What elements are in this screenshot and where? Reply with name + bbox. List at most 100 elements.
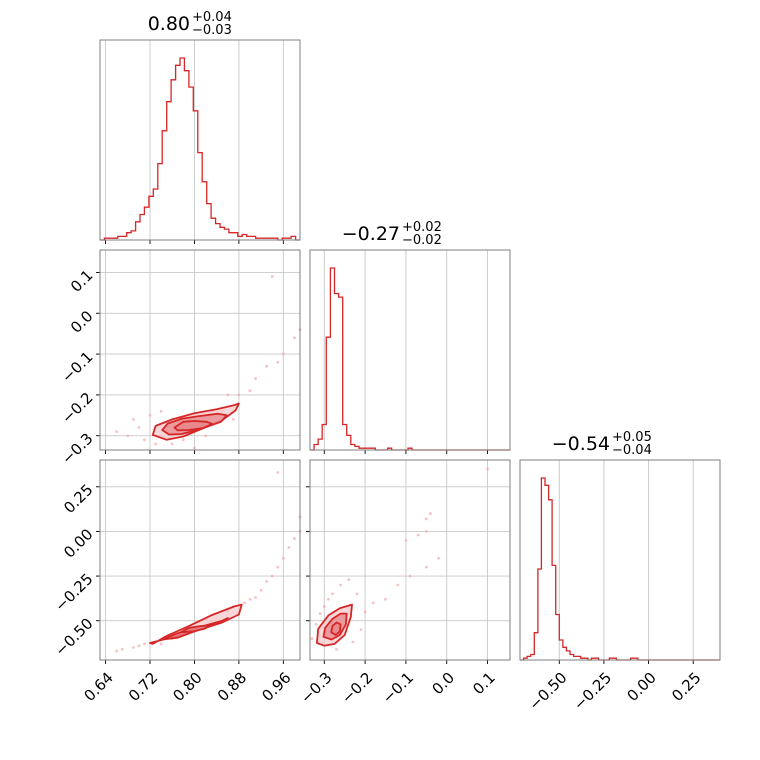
scatter-point [326, 597, 330, 601]
histogram-step [310, 267, 510, 451]
scatter-point [143, 642, 146, 646]
pair-2-1 [310, 467, 489, 651]
scatter-point [204, 434, 207, 438]
x-tick-label: −0.3 [297, 669, 335, 707]
y-tick-label: −0.2 [58, 389, 96, 427]
title-error-minus: −0.02 [402, 233, 442, 248]
x-tick-label: −0.1 [379, 669, 417, 707]
scatter-point [226, 393, 230, 397]
scatter-point [437, 556, 440, 560]
x-tick-label: 0.72 [125, 669, 161, 705]
y-tick-label: 0.0 [67, 307, 97, 337]
y-tick-label: 0.25 [60, 481, 96, 517]
scatter-point [270, 275, 274, 278]
scatter-point [293, 336, 296, 340]
panel-frame [309, 459, 511, 661]
scatter-point [310, 637, 314, 640]
contour-inner [173, 420, 214, 432]
scatter-point [355, 592, 359, 596]
panel-frame [519, 459, 721, 661]
histogram-1 [310, 267, 510, 451]
histogram-title-0: 0.80 +0.04−0.03 [148, 10, 232, 38]
scatter-point [120, 647, 124, 651]
scatter-point [318, 612, 322, 615]
panel-frame [99, 39, 301, 241]
scatter-point [424, 530, 428, 533]
panel-frame [99, 249, 301, 451]
scatter-point [237, 393, 241, 397]
title-value: −0.27 [342, 223, 400, 245]
scatter-point [486, 467, 489, 471]
scatter-point [159, 409, 163, 413]
histogram-0 [100, 57, 300, 241]
panel-2-2: −0.50 −0.25 0.00 0.25 [525, 460, 705, 714]
x-tick-label: 0.88 [214, 669, 250, 705]
x-tick-label: −0.50 [525, 669, 570, 714]
x-tick-label: 0.80 [169, 669, 205, 705]
title-error-plus: +0.05 [612, 430, 652, 445]
scatter-point [265, 580, 269, 583]
scatter-point [137, 644, 141, 648]
scatter-point [276, 565, 280, 569]
scatter-point [359, 628, 363, 632]
y-tick-label: −0.50 [51, 615, 96, 660]
title-value: −0.54 [552, 433, 610, 455]
scatter-point [384, 597, 387, 601]
contour-inner [179, 624, 213, 634]
histogram-title-2: −0.54 +0.05−0.04 [552, 430, 652, 458]
scatter-point [137, 426, 141, 429]
title-error-minus: −0.03 [192, 23, 232, 38]
title-error-plus: +0.02 [402, 220, 442, 235]
histogram-title-1: −0.27 +0.02−0.02 [342, 220, 442, 248]
scatter-point [335, 647, 338, 651]
scatter-point [276, 471, 280, 474]
scatter-point [143, 438, 146, 442]
x-tick-label: −0.2 [338, 669, 376, 707]
title-error-plus: +0.04 [192, 10, 232, 25]
scatter-point [231, 417, 235, 421]
scatter-point [154, 442, 157, 446]
contour-inner [330, 621, 342, 636]
scatter-point [347, 578, 351, 582]
scatter-point [159, 642, 163, 646]
scatter-point [424, 517, 428, 521]
scatter-point [396, 583, 400, 587]
panel-0-0 [105, 40, 284, 244]
y-tick-label: −0.25 [51, 570, 96, 615]
scatter-point [248, 597, 252, 601]
scatter-point [331, 592, 334, 596]
title-error-minus: −0.04 [612, 443, 652, 458]
scatter-point [148, 413, 152, 417]
x-tick-label: 0.1 [469, 669, 499, 699]
panel-frame [309, 249, 511, 451]
scatter-point [254, 377, 257, 380]
scatter-point [115, 649, 119, 653]
scatter-point [322, 605, 326, 608]
scatter-point [170, 442, 174, 446]
scatter-point [259, 588, 263, 592]
scatter-point [276, 360, 280, 364]
scatter-point [265, 364, 269, 368]
scatter-point [371, 601, 375, 605]
x-tick-label: 0.25 [668, 669, 704, 705]
scatter-point [193, 446, 196, 450]
histogram-step [520, 477, 720, 661]
panel-frame [99, 459, 301, 661]
histogram-2 [520, 477, 720, 661]
scatter-point [339, 583, 343, 587]
title-value: 0.80 [148, 13, 190, 35]
pair-1-0 [115, 275, 302, 450]
scatter-point [243, 601, 246, 605]
scatter-point [351, 640, 355, 644]
scatter-point [281, 556, 285, 560]
scatter-point [254, 596, 257, 599]
x-tick-label: 0.00 [624, 669, 660, 705]
panel-2-0: 0.64 0.72 0.80 0.88 0.96 −0.50−0.25 0.00 0.25 [51, 460, 300, 705]
scatter-point [429, 512, 432, 515]
scatter-point [248, 389, 252, 393]
scatter-point [115, 430, 119, 434]
histogram-step [100, 57, 300, 241]
x-tick-label: 0.64 [81, 669, 117, 705]
x-tick-label: 0.96 [258, 669, 294, 705]
